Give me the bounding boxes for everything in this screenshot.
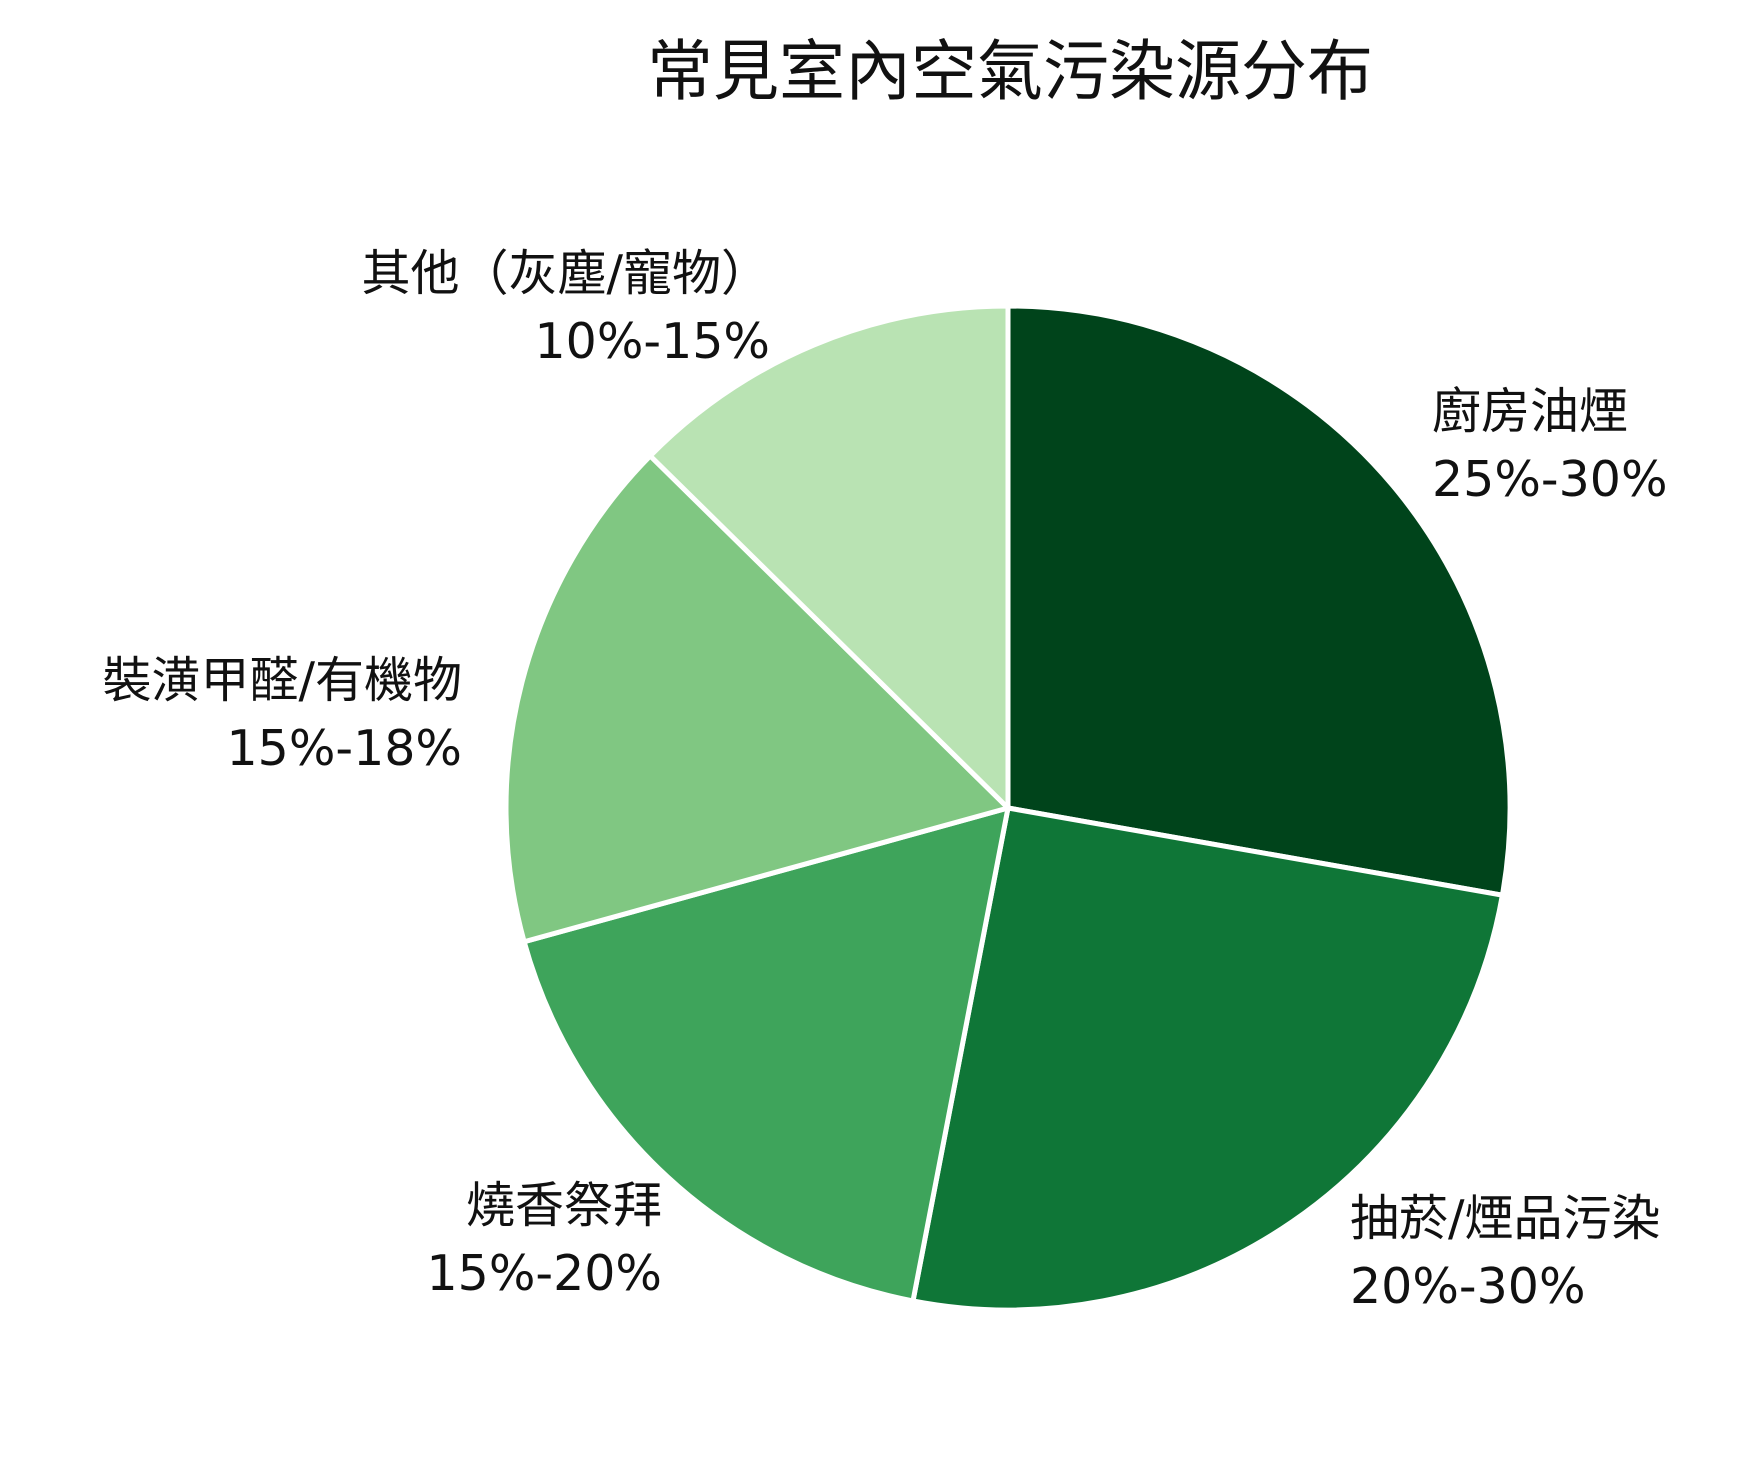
slice-label-name-3: 燒香祭拜 <box>466 1177 662 1234</box>
slice-label-range-2: 20%-30% <box>1350 1258 1586 1315</box>
slice-label-range-4: 15%-18% <box>226 720 462 777</box>
pie-slice-5 <box>647 303 1011 811</box>
slice-label-name-4: 裝潢甲醛/有機物 <box>102 652 462 709</box>
pie-slice-4 <box>503 453 1011 945</box>
pie-slice-2 <box>910 805 1505 1313</box>
slice-label-name-5: 其他（灰塵/寵物） <box>361 245 770 302</box>
pie-labels: 廚房油煙 25%-30% 抽菸/煙品污染 20%-30% 燒香祭拜 15%-20% 裝潢甲醛… <box>102 245 1667 1315</box>
pie-slice-1 <box>1005 303 1513 898</box>
slice-label-name-1: 廚房油煙 <box>1432 383 1628 440</box>
slice-label-name-2: 抽菸/煙品污染 <box>1350 1190 1661 1247</box>
pie-slice-3 <box>521 805 1011 1304</box>
slice-label-range-5: 10%-15% <box>534 313 770 370</box>
slice-label-range-3: 15%-20% <box>426 1245 662 1302</box>
slice-label-range-1: 25%-30% <box>1432 451 1668 508</box>
chart-title: 常見室內空氣污染源分布 <box>647 33 1373 110</box>
pie-slices <box>503 303 1513 1313</box>
